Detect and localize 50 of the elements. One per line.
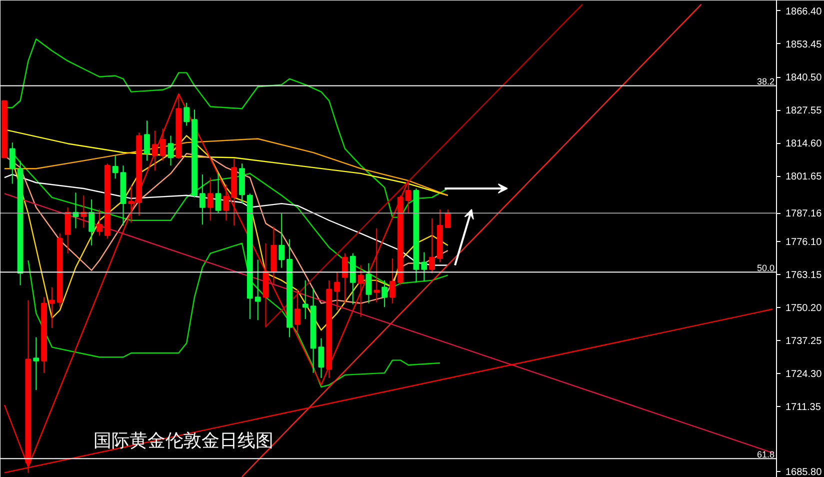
candlestick: [421, 252, 428, 282]
candlestick: [96, 208, 102, 236]
annotation: 61.8: [756, 450, 775, 460]
candlestick: [223, 184, 230, 221]
candlestick: [318, 338, 324, 379]
y-tick-label: 1763.15: [786, 270, 822, 281]
candlestick: [49, 286, 55, 329]
candlestick: [88, 198, 95, 246]
candlestick: [358, 264, 364, 318]
candlestick: [444, 208, 451, 228]
candlestick: [207, 177, 214, 221]
y-tick-label: 1724.30: [786, 368, 822, 380]
candlestick: [334, 272, 340, 311]
candlestick: [254, 259, 261, 321]
annotation: 50.0: [756, 263, 775, 274]
candlestick: [144, 120, 150, 162]
y-tick-label: 1866.40: [786, 6, 822, 18]
candlestick: [128, 184, 134, 223]
candlestick: [168, 135, 174, 166]
line-series: [28, 242, 441, 388]
candlestick: [184, 102, 190, 126]
y-tick-label: 1840.50: [786, 72, 822, 84]
candlestick: [199, 174, 206, 225]
candlestick: [33, 336, 40, 391]
candlestick: [160, 128, 166, 162]
y-tick-label: 1814.60: [786, 138, 822, 150]
y-tick-label: 1787.16: [786, 208, 822, 220]
candlestick: [342, 252, 348, 304]
candlestick: [294, 288, 300, 334]
y-tick-label: 1801.65: [786, 172, 822, 183]
y-tick-label: 1685.80: [786, 467, 822, 477]
candlestick: [390, 258, 396, 304]
candlestick: [278, 212, 285, 268]
candlestick: [152, 130, 158, 172]
candlestick: [112, 155, 118, 180]
candlestick: [215, 172, 222, 214]
candlestick: [302, 280, 308, 320]
y-tick-label: 1750.20: [786, 302, 822, 314]
annotation: 38.2: [756, 76, 775, 87]
candlestick: [374, 228, 380, 303]
candlestick: [429, 218, 436, 274]
y-tick-label: 1776.10: [786, 236, 822, 248]
candlestick: [9, 142, 16, 184]
y-tick-label: 1853.45: [786, 39, 822, 50]
candlestick: [382, 280, 388, 308]
y-tick-label: 1827.55: [786, 106, 822, 117]
y-tick-label: 1737.25: [786, 336, 822, 347]
y-tick-label: 1711.35: [786, 402, 822, 413]
candlestick: [64, 206, 71, 254]
candlestick: [366, 262, 372, 304]
